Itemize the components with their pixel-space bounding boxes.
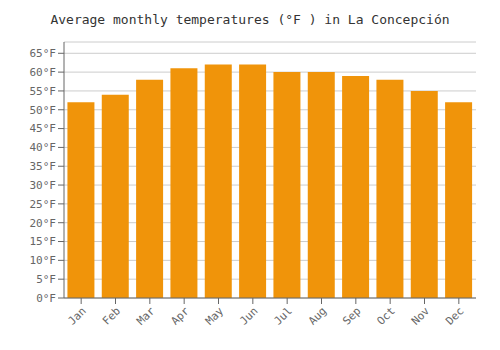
svg-text:35°F: 35°F: [30, 160, 57, 173]
svg-text:40°F: 40°F: [30, 141, 57, 154]
svg-text:0°F: 0°F: [36, 292, 56, 305]
svg-text:25°F: 25°F: [30, 198, 57, 211]
svg-text:65°F: 65°F: [30, 47, 57, 60]
svg-text:15°F: 15°F: [30, 235, 57, 248]
svg-text:May: May: [203, 304, 227, 328]
svg-text:50°F: 50°F: [30, 104, 57, 117]
svg-text:Jun: Jun: [237, 304, 260, 327]
svg-text:Jul: Jul: [272, 304, 295, 327]
svg-text:55°F: 55°F: [30, 85, 57, 98]
svg-text:Apr: Apr: [169, 304, 193, 328]
svg-text:30°F: 30°F: [30, 179, 57, 192]
svg-text:Dec: Dec: [443, 304, 466, 327]
html-text:Average monthly temperatures (: Average monthly temperatures (°F ) in La…: [50, 12, 450, 27]
svg-text:10°F: 10°F: [30, 254, 57, 267]
svg-text:Feb: Feb: [100, 304, 123, 327]
svg-text:45°F: 45°F: [30, 122, 57, 135]
svg-text:Nov: Nov: [409, 304, 433, 328]
svg-text:Mar: Mar: [134, 304, 158, 328]
svg-text:Aug: Aug: [306, 304, 329, 327]
svg-text:5°F: 5°F: [36, 273, 56, 286]
svg-text:20°F: 20°F: [30, 217, 57, 230]
svg-text:60°F: 60°F: [30, 66, 57, 79]
svg-text:Sep: Sep: [340, 304, 363, 327]
svg-text:Jan: Jan: [66, 304, 89, 327]
svg-text:Oct: Oct: [375, 304, 398, 327]
